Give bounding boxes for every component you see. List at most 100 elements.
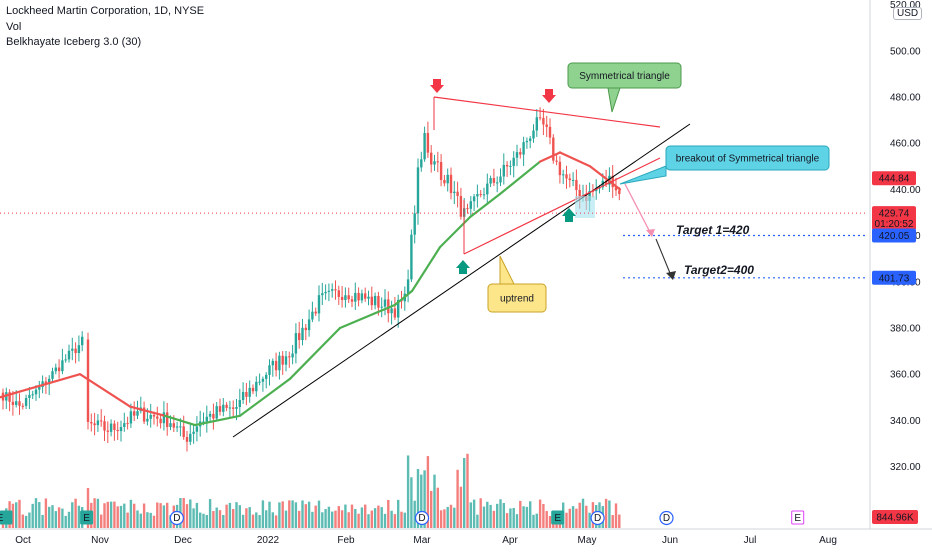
indicator-legend[interactable]: Belkhayate Iceberg 3.0 (30) <box>6 36 142 48</box>
candle-body <box>182 426 185 438</box>
candle-body <box>11 401 15 405</box>
volume-bar <box>423 470 426 528</box>
candle-body <box>100 420 103 422</box>
candle-body <box>15 401 18 405</box>
candle-body <box>509 165 512 167</box>
candle-body <box>397 299 400 318</box>
volume-bar <box>575 508 578 528</box>
volume-bar <box>149 512 152 528</box>
candle-body <box>38 387 41 390</box>
event-marker-letter: E <box>794 513 801 524</box>
event-marker-e[interactable]: E <box>0 510 13 525</box>
volume-bar <box>298 510 301 528</box>
candle-body <box>156 416 159 419</box>
volume-bar <box>241 514 245 528</box>
candle-body <box>31 394 34 396</box>
candle-body <box>86 339 90 422</box>
candle-body <box>90 421 93 424</box>
candle-body <box>416 167 420 214</box>
price-axis[interactable]: 520.00500.00480.00460.00440.00420.00400.… <box>869 0 921 529</box>
volume-bar <box>611 515 614 528</box>
up-arrow-marker <box>456 260 470 274</box>
candle-body <box>274 360 278 371</box>
volume-bar <box>390 510 393 528</box>
time-axis[interactable]: Oct Nov Dec 2022 Feb Mar Apr May Jun Jul Aug <box>0 528 932 546</box>
volume-bar <box>331 511 334 528</box>
candle-body <box>255 381 258 392</box>
volume-bars <box>1 453 621 528</box>
event-marker-letter: D <box>418 513 425 524</box>
event-marker-e[interactable]: E <box>791 510 805 525</box>
volume-bar <box>182 498 185 528</box>
candle-body <box>433 161 436 165</box>
volume-bar <box>380 507 383 528</box>
volume-bar <box>430 490 433 528</box>
candle-body <box>61 360 64 372</box>
volume-bar <box>261 500 265 528</box>
countdown-label: 01:20:52 <box>875 219 914 230</box>
volume-bar <box>479 498 482 528</box>
uptrend-callout-text: uptrend <box>500 294 534 305</box>
candle-body <box>159 418 162 424</box>
volume-bar <box>327 506 331 528</box>
candle-body <box>436 161 439 163</box>
candle-body <box>420 159 423 168</box>
volume-bar <box>446 506 449 528</box>
volume-bar <box>278 502 281 528</box>
candle-body <box>449 174 453 194</box>
volume-bar <box>136 510 139 528</box>
event-marker-d[interactable]: D <box>414 510 430 526</box>
target1-arrow <box>624 183 653 237</box>
candle-body <box>24 397 28 406</box>
candle-body <box>370 296 373 306</box>
volume-bar <box>67 511 71 528</box>
volume-bar <box>614 503 618 528</box>
price-tick-label: 460.00 <box>890 139 921 150</box>
volume-bar <box>357 513 360 528</box>
candle-body <box>281 355 284 365</box>
drawings: Symmetrical triangle breakout of Symmetri… <box>0 62 868 438</box>
event-marker-e[interactable]: E <box>80 510 94 525</box>
breakout-callout-text: breakout of Symmetrical triangle <box>676 154 820 165</box>
currency-badge[interactable]: USD <box>893 7 923 20</box>
time-tick-label: Jun <box>662 535 678 546</box>
iceberg-segment <box>498 160 542 196</box>
event-markers[interactable]: EDEDEDDE <box>0 510 805 526</box>
earnings-marker-shape <box>0 510 13 525</box>
candle-body <box>505 164 509 167</box>
candle-body <box>307 319 311 331</box>
price-tick-label: 380.00 <box>890 324 921 335</box>
volume-bar <box>159 503 162 528</box>
volume-bar <box>123 503 126 528</box>
event-marker-e[interactable]: E <box>551 510 565 525</box>
target2-label: Target2=400 <box>684 263 754 277</box>
candle-body <box>136 411 139 416</box>
price-tag-bg <box>872 228 916 243</box>
volume-bar <box>199 512 202 528</box>
volume-bar <box>522 506 525 528</box>
price-tick-label: 440.00 <box>890 185 921 196</box>
event-marker-d[interactable]: D <box>659 510 674 526</box>
volume-bar <box>281 501 284 528</box>
event-marker-d[interactable]: D <box>169 510 184 526</box>
event-marker-d[interactable]: D <box>590 510 605 526</box>
candle-body <box>406 279 410 294</box>
volume-bar <box>416 469 420 528</box>
volume-legend[interactable]: Vol <box>6 21 22 33</box>
volume-bar <box>126 512 129 528</box>
time-tick-label: Oct <box>15 535 31 546</box>
volume-bar <box>403 512 406 528</box>
candle-body <box>284 356 288 365</box>
volume-bar <box>463 458 466 528</box>
candle-body <box>321 293 324 296</box>
volume-bar <box>459 486 463 528</box>
candle-body <box>486 183 489 195</box>
iceberg-segment <box>338 303 397 330</box>
symbol-title[interactable]: Lockheed Martin Corporation, 1D, NYSE <box>6 5 205 17</box>
candle-body <box>364 293 367 299</box>
symmetrical-triangle-callout: Symmetrical triangle <box>567 62 682 113</box>
volume-bar <box>195 502 199 528</box>
candle-body <box>538 117 542 119</box>
